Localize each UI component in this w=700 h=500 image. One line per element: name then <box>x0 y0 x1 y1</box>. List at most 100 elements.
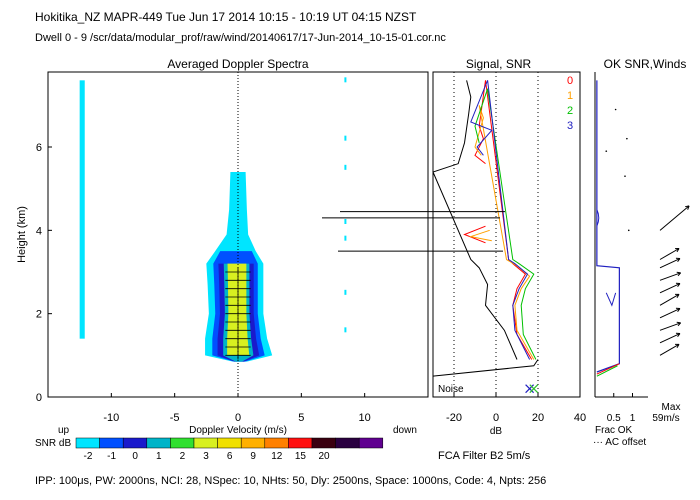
signal-series-2 <box>474 88 537 360</box>
colorbar-tick-label: 3 <box>203 451 209 462</box>
colorbar-swatch <box>240 437 266 449</box>
wind-arrow <box>659 258 681 269</box>
wind-arrow-head <box>675 248 680 253</box>
frac-ok-dot <box>614 108 617 111</box>
wind-arrow <box>659 308 681 319</box>
header-file-path: Dwell 0 - 9 /scr/data/modular_prof/raw/w… <box>35 32 446 44</box>
signal-xtick-label: 40 <box>574 412 586 424</box>
clutter-dash <box>344 327 347 333</box>
colorbar-tick-label: 15 <box>295 451 307 462</box>
spectra-xtick-label: 0 <box>235 412 241 424</box>
winds-xtick-label: 0.5 <box>607 413 621 424</box>
wind-arrow <box>659 272 681 281</box>
cross-marker <box>529 384 539 394</box>
spectra-up-label: up <box>58 425 70 436</box>
wind-arrow <box>659 248 680 260</box>
colorbar-tick-label: 6 <box>227 451 233 462</box>
colorbar-tick-label: 12 <box>271 451 283 462</box>
signal-series-3 <box>470 80 531 360</box>
signal-xtick-label: 0 <box>493 412 499 424</box>
spectra-ytick-label: 6 <box>36 142 42 154</box>
colorbar-swatch <box>335 437 360 449</box>
signal-series-0 <box>474 80 533 360</box>
spectra-xlabel: Doppler Velocity (m/s) <box>189 425 287 436</box>
clutter-dash <box>344 135 347 141</box>
ground-clutter-band <box>79 80 85 339</box>
signal-xtick-label: -20 <box>446 412 462 424</box>
colorbar-swatch <box>146 437 171 449</box>
spectra-xtick-label: -5 <box>170 412 180 424</box>
colorbar-tick-label: -2 <box>84 451 93 462</box>
colorbar-swatch <box>217 437 242 449</box>
signal-frame <box>432 71 581 398</box>
header-title: Hokitika_NZ MAPR-449 Tue Jun 17 2014 10:… <box>35 10 417 24</box>
wind-arrow <box>659 293 680 306</box>
wind-arrow-head <box>676 271 682 277</box>
winds-xtick-label: 1 <box>630 413 636 424</box>
spectra-ytick-label: 0 <box>36 392 42 404</box>
wind-arrow-head <box>675 307 681 313</box>
legend-label-2: 2 <box>567 105 573 117</box>
signal-series-signal <box>432 80 518 360</box>
snr-spike-orange <box>468 229 492 242</box>
clutter-dash <box>344 164 347 170</box>
spectra-ytick-label: 2 <box>36 309 42 321</box>
wind-arrow <box>659 205 690 231</box>
colorbar-swatch <box>358 437 384 449</box>
frac-ok-red <box>596 363 620 375</box>
snr-spike-red <box>463 225 486 244</box>
clutter-dash <box>344 289 347 295</box>
clutter-dash <box>344 219 347 224</box>
spectra-xtick-label: 5 <box>298 412 304 424</box>
frac-ok-bump <box>596 209 600 227</box>
colorbar-swatch <box>75 437 100 449</box>
footer-params: IPP: 100μs, PW: 2000ns, NCI: 28, NSpec: … <box>35 475 547 487</box>
clutter-dash <box>344 235 347 241</box>
frac-ok-dot <box>626 137 628 140</box>
spectra-title: Averaged Doppler Spectra <box>167 57 309 71</box>
colorbar-label: SNR dB <box>35 438 71 449</box>
colorbar-tick-label: 9 <box>250 451 256 462</box>
colorbar-swatch <box>99 437 124 449</box>
colorbar-swatch <box>193 437 218 449</box>
wind-arrow-head <box>675 257 681 263</box>
colorbar-tick-label: 2 <box>180 451 186 462</box>
colorbar-swatch <box>311 437 336 449</box>
signal-title: Signal, SNR <box>466 57 532 71</box>
footer-fca-filter: FCA Filter B2 5m/s <box>438 450 531 462</box>
wind-arrow <box>659 322 681 331</box>
wind-arrow <box>659 333 681 344</box>
frac-ok-green <box>596 365 618 377</box>
legend-label-0: 0 <box>567 75 573 87</box>
frac-ok-dot <box>624 175 626 177</box>
max-value: 59m/s <box>652 413 679 424</box>
clutter-dash <box>344 77 347 83</box>
colorbar-tick-label: 1 <box>156 451 162 462</box>
winds-title: OK SNR,Winds <box>604 57 687 71</box>
spectra-down-label: down <box>393 425 417 436</box>
wind-arrow <box>659 343 680 356</box>
spectra-xtick-label: -10 <box>103 412 119 424</box>
wind-arrow <box>659 283 681 294</box>
frac-ok-line <box>596 80 620 373</box>
frac-ok-notch <box>605 292 617 307</box>
wind-arrow-head <box>675 282 681 288</box>
legend-label-3: 3 <box>567 120 573 132</box>
legend-label-1: 1 <box>567 90 573 102</box>
frac-ok-dot <box>605 150 608 152</box>
colorbar-swatch <box>122 437 148 449</box>
colorbar-tick-label: -1 <box>107 451 116 462</box>
wind-arrow-head <box>685 205 690 210</box>
frac-ok-dot <box>627 229 630 232</box>
ac-offset-label: ··· AC offset <box>593 437 646 448</box>
signal-xlabel: dB <box>490 426 503 437</box>
wind-arrow-head <box>675 343 680 349</box>
colorbar-swatch <box>170 437 195 449</box>
winds-xlabel: Frac OK <box>595 425 633 436</box>
colorbar-tick-label: 0 <box>132 451 138 462</box>
signal-xtick-label: 20 <box>532 412 544 424</box>
colorbar-swatch <box>288 437 313 449</box>
cross-marker <box>525 384 535 394</box>
spectra-ytick-label: 4 <box>36 225 42 237</box>
